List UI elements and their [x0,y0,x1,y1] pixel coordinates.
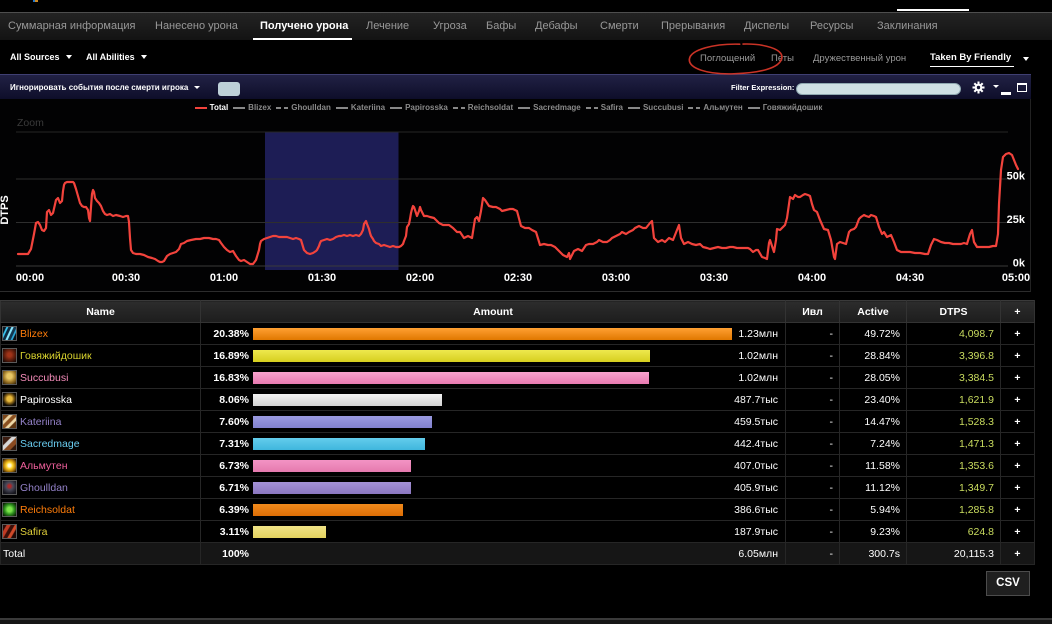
svg-text:50k: 50k [1007,171,1026,183]
svg-text:00:30: 00:30 [112,272,140,284]
svg-text:03:30: 03:30 [700,272,728,284]
svg-text:01:30: 01:30 [308,272,336,284]
svg-text:04:30: 04:30 [896,272,924,284]
svg-text:0k: 0k [1013,258,1026,270]
svg-text:25k: 25k [1007,214,1026,226]
svg-text:00:00: 00:00 [16,272,44,284]
svg-text:05:00: 05:00 [1002,272,1030,284]
svg-text:Zoom: Zoom [17,117,44,129]
svg-text:02:00: 02:00 [406,272,434,284]
svg-text:03:00: 03:00 [602,272,630,284]
svg-text:02:30: 02:30 [504,272,532,284]
svg-text:01:00: 01:00 [210,272,238,284]
svg-text:DTPS: DTPS [0,195,11,224]
svg-text:04:00: 04:00 [798,272,826,284]
